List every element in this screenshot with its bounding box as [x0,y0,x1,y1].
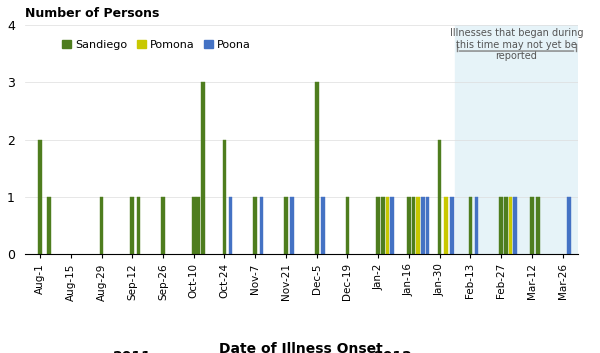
Bar [530,197,534,254]
Bar [455,25,578,254]
Bar [567,197,571,254]
Bar [321,197,325,254]
Bar [192,197,196,254]
Bar [390,197,394,254]
Bar [284,197,288,254]
Bar [450,197,454,254]
Bar [137,197,140,254]
Bar [425,197,429,254]
Bar [201,83,205,254]
Text: Number of Persons: Number of Persons [25,7,159,20]
Bar [229,197,232,254]
Bar [416,197,420,254]
X-axis label: Date of Illness Onset: Date of Illness Onset [220,342,383,353]
Bar [536,197,540,254]
Text: 2011: 2011 [113,350,152,353]
Bar [438,140,442,254]
Bar [444,197,448,254]
Bar [381,197,385,254]
Bar [290,197,294,254]
Bar [100,197,103,254]
Bar [504,197,508,254]
Bar [421,197,425,254]
Text: 2012: 2012 [374,350,413,353]
Text: Illnesses that began during
this time may not yet be
reported: Illnesses that began during this time ma… [450,28,583,61]
Bar [196,197,200,254]
Bar [253,197,257,254]
Bar [469,197,472,254]
Bar [315,83,319,254]
Bar [223,140,226,254]
Bar [346,197,349,254]
Bar [260,197,263,254]
Bar [407,197,411,254]
Bar [499,197,503,254]
Bar [130,197,134,254]
Bar [376,197,380,254]
Bar [412,197,415,254]
Bar [38,140,42,254]
Bar [47,197,51,254]
Bar [513,197,517,254]
Bar [509,197,512,254]
Bar [475,197,478,254]
Bar [161,197,165,254]
Bar [386,197,389,254]
Legend: Sandiego, Pomona, Poona: Sandiego, Pomona, Poona [58,35,256,54]
